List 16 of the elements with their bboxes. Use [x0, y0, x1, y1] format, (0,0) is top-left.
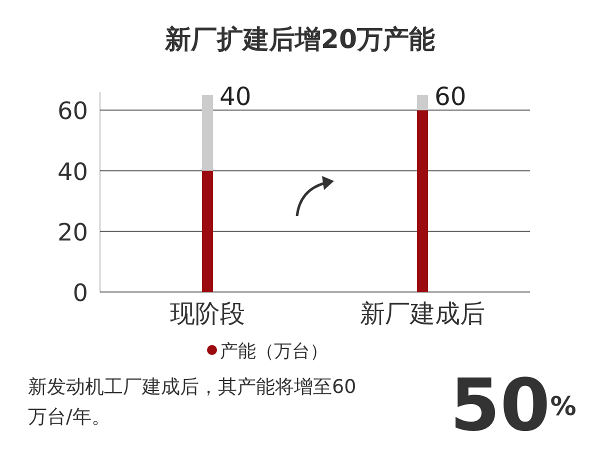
x-tick-label: 新厂建成后 [360, 299, 485, 328]
data-label: 40 [220, 82, 252, 112]
y-tick-label: 40 [57, 158, 88, 186]
chart-title: 新厂扩建后增20万产能 [164, 25, 436, 55]
y-tick-label: 0 [72, 279, 88, 307]
bar [417, 95, 428, 110]
x-tick-label: 现阶段 [170, 299, 245, 328]
y-tick-label: 20 [57, 218, 88, 246]
y-tick-label: 60 [57, 97, 88, 126]
bar [202, 170, 213, 292]
data-label: 60 [434, 82, 466, 112]
text: 新发动机工厂建成后，其产能将增至60万台/年。 [28, 375, 358, 430]
text: 50$^{%}$ [450, 363, 576, 447]
legend-label: 产能（万台） [220, 341, 328, 362]
bar [417, 110, 428, 292]
bar [202, 95, 213, 171]
